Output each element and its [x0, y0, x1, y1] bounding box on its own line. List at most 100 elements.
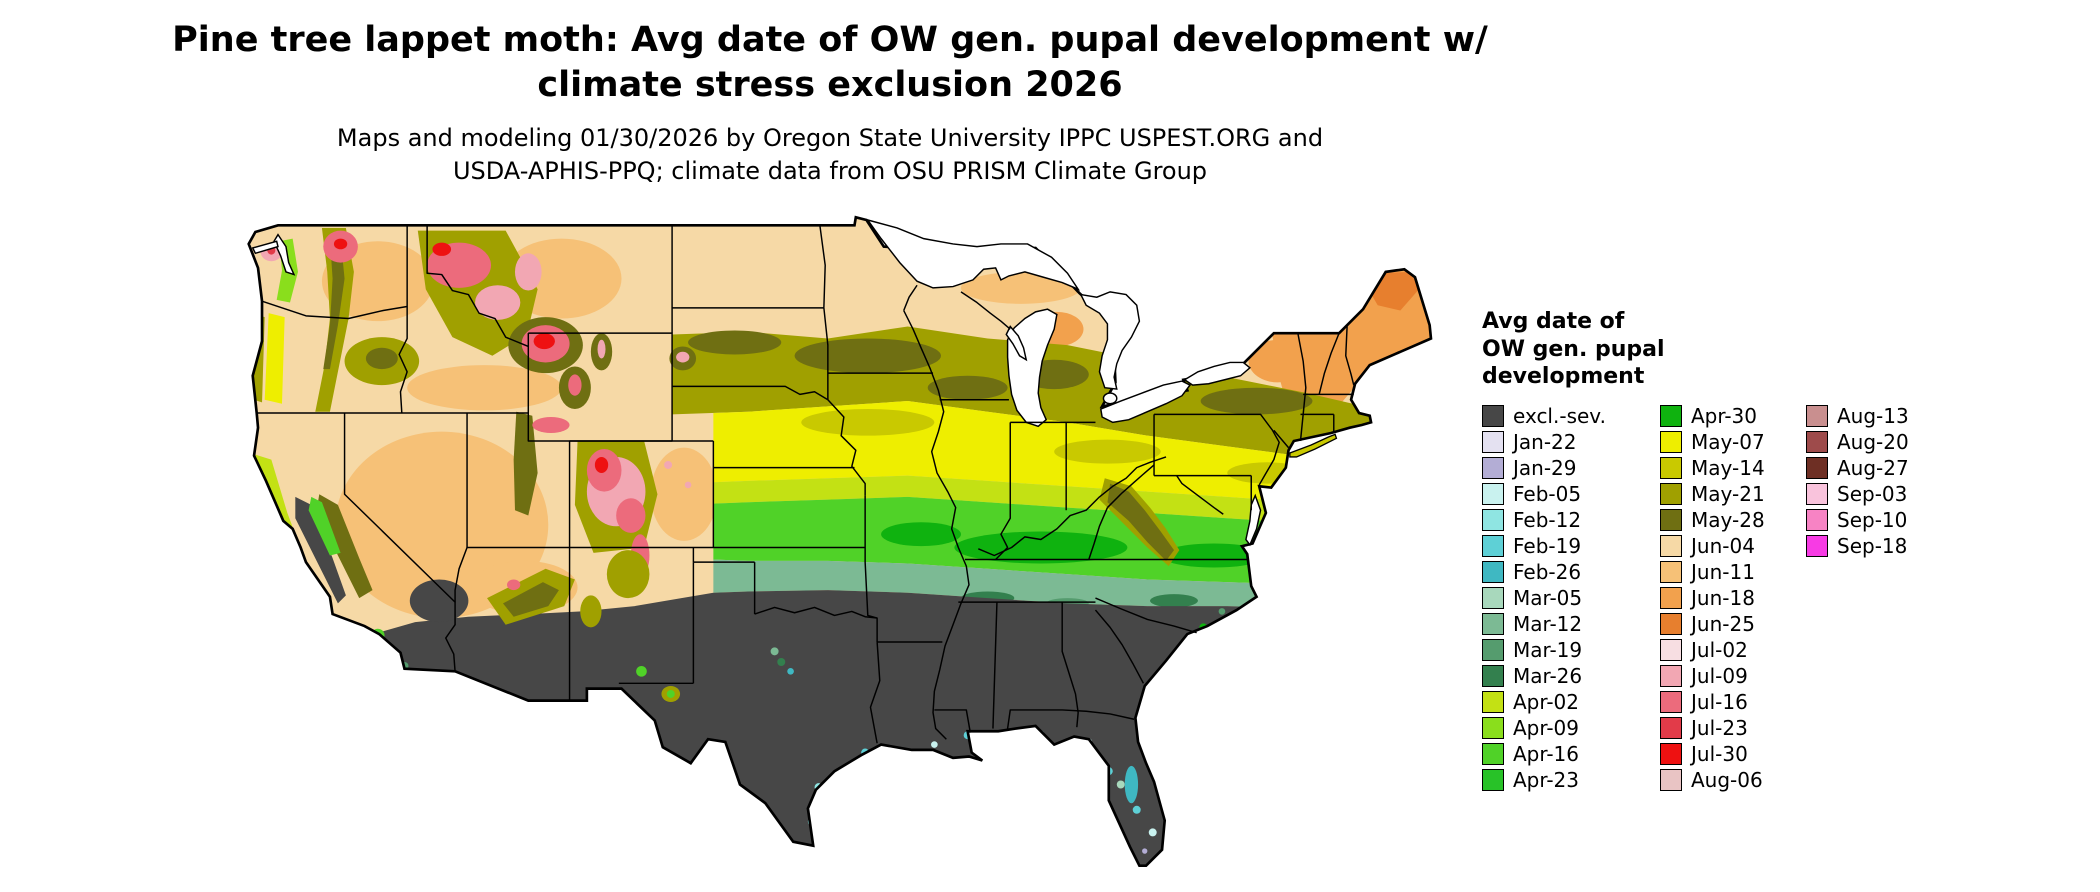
state-border-line	[1006, 709, 1135, 729]
region-yellowstone-core	[533, 333, 555, 350]
legend-swatch	[1660, 716, 1682, 739]
band-dark-olive-mn	[794, 338, 942, 374]
region-colorado-red-2	[616, 498, 646, 533]
map-speck	[1218, 608, 1226, 615]
region-blue-mountains-core	[365, 347, 398, 370]
region-colorado-plains	[650, 447, 718, 541]
legend-swatch	[1660, 430, 1682, 453]
legend-label: Jul-16	[1691, 689, 1748, 714]
legend-label: Jun-11	[1691, 559, 1755, 584]
legend-label: Feb-05	[1513, 481, 1582, 506]
region-black-range	[580, 595, 602, 628]
legend-title: Avg date of OW gen. pupal development	[1482, 308, 2082, 391]
legend-entry: Mar-26	[1482, 663, 1660, 689]
legend-entry: Jul-23	[1660, 715, 1806, 741]
band-green-deep-ky	[954, 531, 1128, 564]
legend-entry: Aug-27	[1806, 455, 1984, 481]
state-border-line	[1106, 464, 1155, 509]
legend-entry: Sep-18	[1806, 533, 1984, 559]
legend-swatch	[1660, 586, 1682, 609]
legend-label: Jul-02	[1691, 637, 1748, 662]
state-border-line	[1095, 597, 1197, 634]
legend-entry: Apr-16	[1482, 741, 1660, 767]
legend-label: Apr-02	[1513, 689, 1579, 714]
state-border-line	[1154, 413, 1280, 486]
us-map	[242, 212, 1447, 891]
legend-swatch	[1660, 534, 1682, 557]
region-montana-pink	[475, 285, 521, 320]
map-speck	[664, 460, 673, 469]
map-speck	[684, 481, 692, 489]
legend-entry: Apr-23	[1482, 767, 1660, 793]
legend-swatch	[1660, 404, 1682, 427]
legend-swatch	[1482, 742, 1504, 765]
page-title: Pine tree lappet moth: Avg date of OW ge…	[0, 18, 1660, 108]
legend-title-line: OW gen. pupal	[1482, 336, 1665, 362]
long-island	[1289, 433, 1338, 458]
legend-swatch	[1482, 716, 1504, 739]
legend-swatch	[1482, 430, 1504, 453]
legend-entry: Jul-02	[1660, 637, 1806, 663]
legend-swatch	[1482, 768, 1504, 791]
subtitle-line-1: Maps and modeling 01/30/2026 by Oregon S…	[336, 123, 1324, 152]
region-sierra-west-slope	[308, 496, 341, 556]
region-north-cascades-core	[333, 238, 348, 250]
lake-huron	[1079, 291, 1141, 390]
region-cascades-crest	[323, 238, 345, 370]
legend-entry: Sep-03	[1806, 481, 1984, 507]
legend-entry: Mar-12	[1482, 611, 1660, 637]
region-wasatch	[513, 411, 538, 516]
region-sf-peaks	[506, 579, 521, 591]
band-green-deep-va	[1160, 543, 1268, 568]
band-yellow-dark-md	[1227, 462, 1308, 484]
legend-label: Mar-05	[1513, 585, 1583, 610]
juan-de-fuca-strait	[251, 240, 279, 255]
band-dark-olive-wi	[927, 375, 1008, 400]
band-dark-olive-sd	[688, 330, 782, 355]
legend-entry: Aug-13	[1806, 403, 1984, 429]
region-adirondacks	[1248, 339, 1308, 383]
us-outline	[247, 215, 1433, 868]
legend-column: excl.-sev. Jan-22 Jan-29 Feb-05 Feb-12 Feb-19…	[1482, 403, 1660, 793]
legend-swatch	[1482, 482, 1504, 505]
region-willamette	[264, 313, 285, 404]
legend-entry: Apr-09	[1482, 715, 1660, 741]
legend-entry: Aug-20	[1806, 429, 1984, 455]
map-speck	[1148, 828, 1157, 837]
legend-swatch	[1806, 456, 1828, 479]
region-sierra-nevada	[316, 494, 373, 599]
legend-entry: Aug-06	[1660, 767, 1806, 793]
map-speck	[1132, 805, 1141, 814]
state-border-line	[960, 291, 1011, 330]
region-davis-core	[666, 689, 675, 698]
state-border-line	[827, 399, 866, 496]
state-border-line	[454, 547, 468, 603]
legend-title-line: Avg date of	[1482, 309, 1625, 334]
title-line-1: Pine tree lappet moth: Avg date of OW ge…	[172, 20, 1488, 60]
legend-swatch	[1806, 534, 1828, 557]
region-black-hills-core	[676, 351, 690, 363]
region-guadalupe	[636, 665, 647, 677]
state-border-line	[819, 225, 826, 308]
legend-swatch	[1806, 508, 1828, 531]
region-florida-ridge	[1124, 765, 1139, 804]
legend-swatch	[1482, 586, 1504, 609]
legend-label: Apr-16	[1513, 741, 1579, 766]
legend-swatch	[1482, 664, 1504, 687]
legend-label: Aug-27	[1837, 455, 1909, 480]
legend-label: May-28	[1691, 507, 1765, 532]
legend-swatch	[1482, 508, 1504, 531]
band-yellow-dark-oh	[1054, 439, 1161, 464]
legend-swatch	[1482, 404, 1504, 427]
legend-entry: Feb-26	[1482, 559, 1660, 585]
band-green-deep-mo	[881, 522, 961, 547]
state-border-line	[426, 225, 529, 348]
legend-label: Apr-23	[1513, 767, 1579, 792]
legend-entry: Jan-29	[1482, 455, 1660, 481]
legend-swatch	[1660, 742, 1682, 765]
legend-label: May-14	[1691, 455, 1765, 480]
state-border-line	[1088, 507, 1109, 560]
legend-swatch	[1482, 690, 1504, 713]
legend-swatch	[1482, 560, 1504, 583]
legend-swatch	[1482, 612, 1504, 635]
